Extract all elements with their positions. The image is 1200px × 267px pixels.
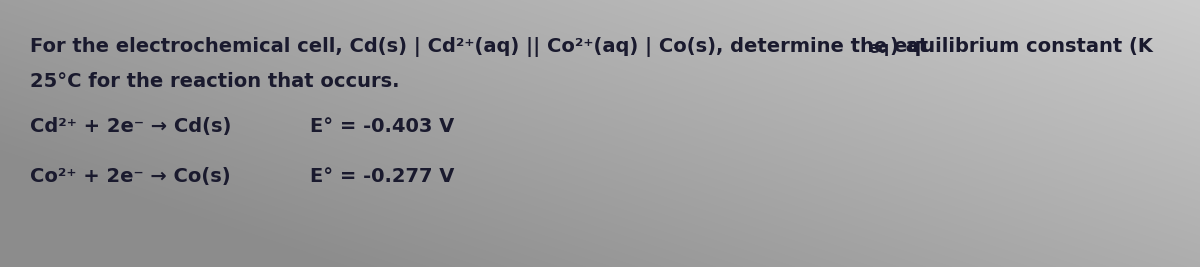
Text: 25°C for the reaction that occurs.: 25°C for the reaction that occurs.: [30, 72, 400, 91]
Text: ) at: ) at: [890, 37, 928, 56]
Text: Cd²⁺ + 2e⁻ → Cd(s): Cd²⁺ + 2e⁻ → Cd(s): [30, 117, 232, 136]
Text: eq: eq: [868, 41, 889, 56]
Text: For the electrochemical cell, Cd(s) | Cd²⁺(aq) || Co²⁺(aq) | Co(s), determine th: For the electrochemical cell, Cd(s) | Cd…: [30, 37, 1153, 57]
Text: E° = -0.403 V: E° = -0.403 V: [310, 117, 455, 136]
Text: E° = -0.277 V: E° = -0.277 V: [310, 167, 455, 186]
Text: Co²⁺ + 2e⁻ → Co(s): Co²⁺ + 2e⁻ → Co(s): [30, 167, 230, 186]
